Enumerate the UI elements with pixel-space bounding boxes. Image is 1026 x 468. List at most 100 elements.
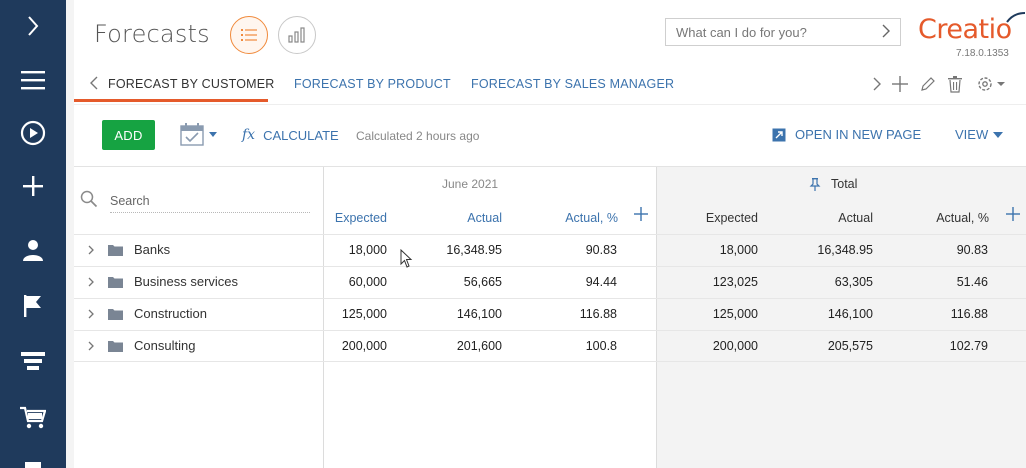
add-tab-icon[interactable]	[890, 74, 910, 94]
flag-icon[interactable]	[0, 286, 66, 326]
bar-chart-icon	[288, 27, 305, 43]
open-in-new-page-label: OPEN IN NEW PAGE	[795, 127, 922, 142]
shopping-cart-icon[interactable]	[0, 398, 66, 438]
search-icon	[80, 190, 98, 208]
table-row[interactable]: Business services 60,000 56,665 94.44 12…	[74, 266, 1026, 298]
row-name: Consulting	[134, 338, 196, 353]
tabs-scroll-right-icon[interactable]	[870, 74, 884, 94]
calendar-icon	[180, 123, 217, 146]
cell-period-actual: 56,665	[463, 275, 502, 289]
creatio-logo: Creatio	[918, 14, 1012, 45]
active-tab-indicator	[74, 99, 268, 102]
expand-chevron-icon[interactable]	[88, 341, 100, 351]
contact-person-icon[interactable]	[0, 230, 66, 270]
page-title: Forecasts	[94, 20, 210, 48]
cell-total-actual-percent: 102.79	[949, 339, 988, 353]
folder-icon	[108, 244, 123, 256]
cell-total-actual-percent: 90.83	[956, 243, 988, 257]
cell-period-expected: 125,000	[341, 307, 387, 321]
tab-forecast-by-customer[interactable]: FORECAST BY CUSTOMER	[108, 77, 275, 91]
calculate-label: CALCULATE	[263, 127, 339, 143]
folder-icon	[108, 340, 123, 352]
command-line-input[interactable]: What can I do for you?	[665, 18, 901, 46]
cell-total-expected: 123,025	[712, 275, 758, 289]
list-view-button[interactable]	[230, 16, 268, 54]
total-column-header-expected[interactable]: Expected	[705, 211, 758, 225]
cell-period-expected: 200,000	[341, 339, 387, 353]
grid-left-pane	[74, 167, 324, 468]
cell-total-expected: 200,000	[712, 339, 758, 353]
tabs-scroll-left-icon[interactable]	[90, 76, 98, 90]
total-column-header-actual[interactable]: Actual	[838, 211, 873, 225]
cell-total-actual: 16,348.95	[817, 243, 873, 257]
open-in-new-page-button[interactable]: OPEN IN NEW PAGE	[772, 127, 921, 142]
add-total-column-icon[interactable]	[1006, 207, 1020, 221]
formula-fx-icon: fx	[242, 127, 256, 143]
calculate-button[interactable]: fx CALCULATE	[242, 127, 339, 143]
funnel-icon[interactable]	[0, 342, 66, 382]
cell-period-actual-percent: 94.44	[585, 275, 617, 289]
table-row[interactable]: Banks 18,000 16,348.95 90.83 18,000 16,3…	[74, 234, 1026, 266]
chevron-right-icon[interactable]	[882, 24, 890, 38]
hamburger-menu-icon[interactable]	[0, 60, 66, 100]
folder-icon	[108, 308, 123, 320]
cell-total-actual: 146,100	[827, 307, 873, 321]
pin-icon[interactable]	[809, 177, 821, 191]
cell-total-actual-percent: 51.46	[956, 275, 988, 289]
grid-total-pane: Total Expected Actual Actual, %	[657, 167, 1026, 468]
cell-period-actual: 201,600	[456, 339, 502, 353]
cell-total-actual-percent: 116.88	[950, 307, 988, 321]
edit-tab-icon[interactable]	[918, 74, 938, 94]
row-label: Consulting	[88, 338, 195, 353]
row-label: Construction	[88, 306, 207, 321]
view-label: VIEW	[955, 127, 989, 142]
table-row[interactable]: Construction 125,000 146,100 116.88 125,…	[74, 298, 1026, 330]
column-header-actual-percent[interactable]: Actual, %	[565, 211, 618, 225]
period-header: June 2021	[442, 177, 499, 191]
column-header-expected[interactable]: Expected	[334, 211, 387, 225]
expand-chevron-icon[interactable]	[88, 245, 100, 255]
settings-gear-icon[interactable]	[974, 74, 1008, 94]
delete-tab-icon[interactable]	[945, 74, 965, 94]
tab-forecast-by-product[interactable]: FORECAST BY PRODUCT	[294, 77, 451, 91]
cell-total-expected: 125,000	[712, 307, 758, 321]
version-label: 7.18.0.1353	[956, 48, 1009, 59]
cell-period-actual-percent: 90.83	[585, 243, 617, 257]
column-header-actual[interactable]: Actual	[467, 211, 502, 225]
total-label: Total	[831, 177, 858, 191]
command-line-placeholder: What can I do for you?	[676, 24, 807, 40]
cell-period-expected: 60,000	[348, 275, 387, 289]
mouse-pointer-icon	[400, 249, 413, 268]
page-header: Forecasts What can I do for you? Creatio…	[74, 0, 1026, 104]
plus-icon[interactable]	[0, 166, 66, 206]
chart-view-button[interactable]	[278, 16, 316, 54]
chevron-right-icon[interactable]	[0, 6, 66, 46]
total-header: Total	[809, 177, 857, 191]
play-circle-icon[interactable]	[0, 113, 66, 153]
document-icon[interactable]	[0, 448, 66, 468]
expand-chevron-icon[interactable]	[88, 277, 100, 287]
action-bar: ADD fx CALCULATE Calculated 2 hours ago …	[74, 104, 1026, 166]
cell-period-actual-percent: 116.88	[579, 307, 617, 321]
period-selector-button[interactable]	[180, 121, 220, 149]
search-input[interactable]	[110, 189, 310, 213]
tab-forecast-by-sales-manager[interactable]: FORECAST BY SALES MANAGER	[471, 77, 675, 91]
row-name: Banks	[134, 242, 171, 257]
nav-gutter	[66, 0, 74, 468]
cell-period-actual-percent: 100.8	[585, 339, 617, 353]
table-row[interactable]: Consulting 200,000 201,600 100.8 200,000…	[74, 330, 1026, 362]
cell-period-actual: 16,348.95	[446, 243, 502, 257]
open-new-page-icon	[772, 128, 786, 141]
expand-chevron-icon[interactable]	[88, 309, 100, 319]
cell-total-expected: 18,000	[719, 243, 758, 257]
row-label: Business services	[88, 274, 238, 289]
add-column-icon[interactable]	[634, 207, 648, 221]
add-button[interactable]: ADD	[102, 120, 155, 150]
total-column-header-actual-percent[interactable]: Actual, %	[936, 211, 989, 225]
row-name: Business services	[134, 274, 239, 289]
cell-period-expected: 18,000	[348, 243, 387, 257]
grid-period-pane: June 2021 Expected Actual Actual, %	[324, 167, 657, 468]
list-icon	[241, 29, 257, 41]
view-menu-button[interactable]: VIEW	[955, 127, 1004, 142]
folder-icon	[108, 276, 123, 288]
